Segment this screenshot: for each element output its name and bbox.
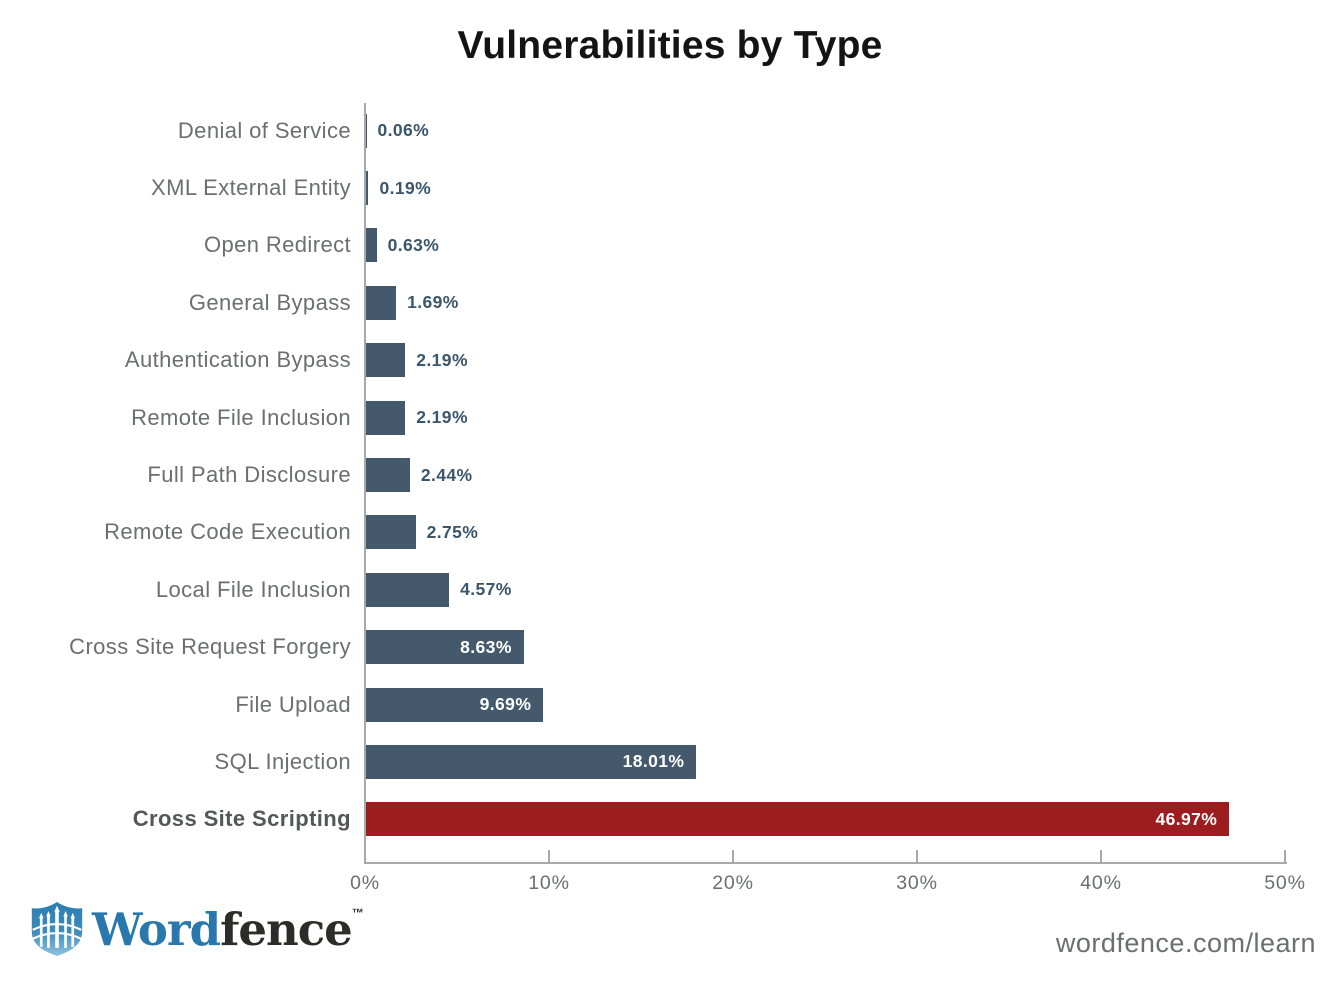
x-tick-mark <box>1284 850 1286 862</box>
bar: 8.63% <box>365 630 524 665</box>
value-label: 46.97% <box>1155 808 1218 829</box>
logo-word: Word <box>92 902 221 956</box>
bar <box>365 458 410 493</box>
x-tick-mark <box>732 850 734 862</box>
x-tick-label: 30% <box>896 872 938 894</box>
wordfence-logo: Wordfence™ <box>30 901 364 957</box>
wordfence-shield-icon <box>31 902 83 956</box>
value-label: 0.19% <box>379 177 432 198</box>
value-label: 18.01% <box>622 751 685 772</box>
value-label: 1.69% <box>407 292 459 313</box>
bar: 18.01% <box>365 744 697 779</box>
chart-rows: Denial of Service 0.06% XML External Entit… <box>0 102 1340 848</box>
category-label: Cross Site Request Forgery <box>69 634 351 660</box>
x-axis-line <box>364 862 1287 864</box>
logo-trademark: ™ <box>351 905 364 920</box>
value-label: 0.63% <box>387 234 440 255</box>
bar-track: 0.63% <box>365 228 1340 263</box>
footer-url: wordfence.com/learn <box>1055 928 1316 958</box>
x-tick-label: 10% <box>528 872 570 894</box>
chart-row: Denial of Service 0.06% <box>0 102 1340 159</box>
chart-row: File Upload 9.69% <box>0 676 1340 733</box>
bar-track: 46.97% <box>365 802 1340 837</box>
bar-chart: Denial of Service 0.06% XML External Entit… <box>0 102 1340 902</box>
category-label: Remote Code Execution <box>104 519 351 545</box>
bar-track: 2.19% <box>365 343 1340 378</box>
bar-track: 0.19% <box>365 171 1340 206</box>
x-tick-mark <box>916 850 918 862</box>
value-label: 4.57% <box>460 579 512 600</box>
logo-fence: fence <box>220 902 353 956</box>
value-label: 8.63% <box>460 636 512 657</box>
x-tick-mark <box>1100 850 1102 862</box>
value-label: 2.44% <box>420 464 473 485</box>
value-label: 2.19% <box>416 349 468 370</box>
bar-track: 2.75% <box>365 515 1340 550</box>
chart-row: Open Redirect 0.63% <box>0 217 1340 274</box>
bar <box>365 572 450 607</box>
chart-row: Full Path Disclosure 2.44% <box>0 446 1340 503</box>
value-label: 2.19% <box>416 407 468 428</box>
value-label: 9.69% <box>479 694 532 715</box>
category-label: Local File Inclusion <box>155 576 351 602</box>
value-label: 0.06% <box>377 120 430 141</box>
bar <box>365 171 369 206</box>
category-label: XML External Entity <box>151 175 351 201</box>
category-label: Denial of Service <box>177 117 351 143</box>
category-label: Open Redirect <box>203 232 351 258</box>
bar <box>365 228 377 263</box>
x-tick-label: 20% <box>712 872 754 894</box>
chart-row: XML External Entity 0.19% <box>0 159 1340 216</box>
bar-track: 8.63% <box>365 630 1340 665</box>
bar: 9.69% <box>365 687 544 722</box>
wordfence-wordmark: Wordfence™ <box>92 907 364 952</box>
category-label: Cross Site Scripting <box>132 806 351 832</box>
bar-track: 1.69% <box>365 285 1340 320</box>
bar-track: 9.69% <box>365 687 1340 722</box>
category-label: SQL Injection <box>214 748 351 774</box>
category-label: Remote File Inclusion <box>131 404 351 430</box>
chart-row: Cross Site Request Forgery 8.63% <box>0 619 1340 676</box>
category-label: Authentication Bypass <box>124 347 351 373</box>
bar-track: 18.01% <box>365 744 1340 779</box>
bar <box>365 285 397 320</box>
bar-track: 0.06% <box>365 113 1340 148</box>
value-label: 2.75% <box>426 521 479 542</box>
chart-row: Remote Code Execution 2.75% <box>0 504 1340 561</box>
bar <box>365 400 406 435</box>
x-tick-mark <box>548 850 550 862</box>
bar: 46.97% <box>365 802 1230 837</box>
x-tick-label: 0% <box>350 872 380 894</box>
category-label: General Bypass <box>188 289 351 315</box>
chart-row: Local File Inclusion 4.57% <box>0 561 1340 618</box>
chart-row: Remote File Inclusion 2.19% <box>0 389 1340 446</box>
bar-track: 2.19% <box>365 400 1340 435</box>
bar-track: 2.44% <box>365 458 1340 493</box>
chart-row: General Bypass 1.69% <box>0 274 1340 331</box>
bar-track: 4.57% <box>365 572 1340 607</box>
category-label: Full Path Disclosure <box>147 462 351 488</box>
x-tick-label: 50% <box>1264 872 1306 894</box>
x-tick-label: 40% <box>1080 872 1122 894</box>
bar <box>365 343 406 378</box>
chart-row: SQL Injection 18.01% <box>0 733 1340 790</box>
category-label: File Upload <box>235 691 351 717</box>
chart-row: Authentication Bypass 2.19% <box>0 332 1340 389</box>
chart-row: Cross Site Scripting 46.97% <box>0 791 1340 848</box>
y-axis-line <box>364 103 366 863</box>
bar <box>365 515 416 550</box>
chart-title: Vulnerabilities by Type <box>457 24 883 67</box>
